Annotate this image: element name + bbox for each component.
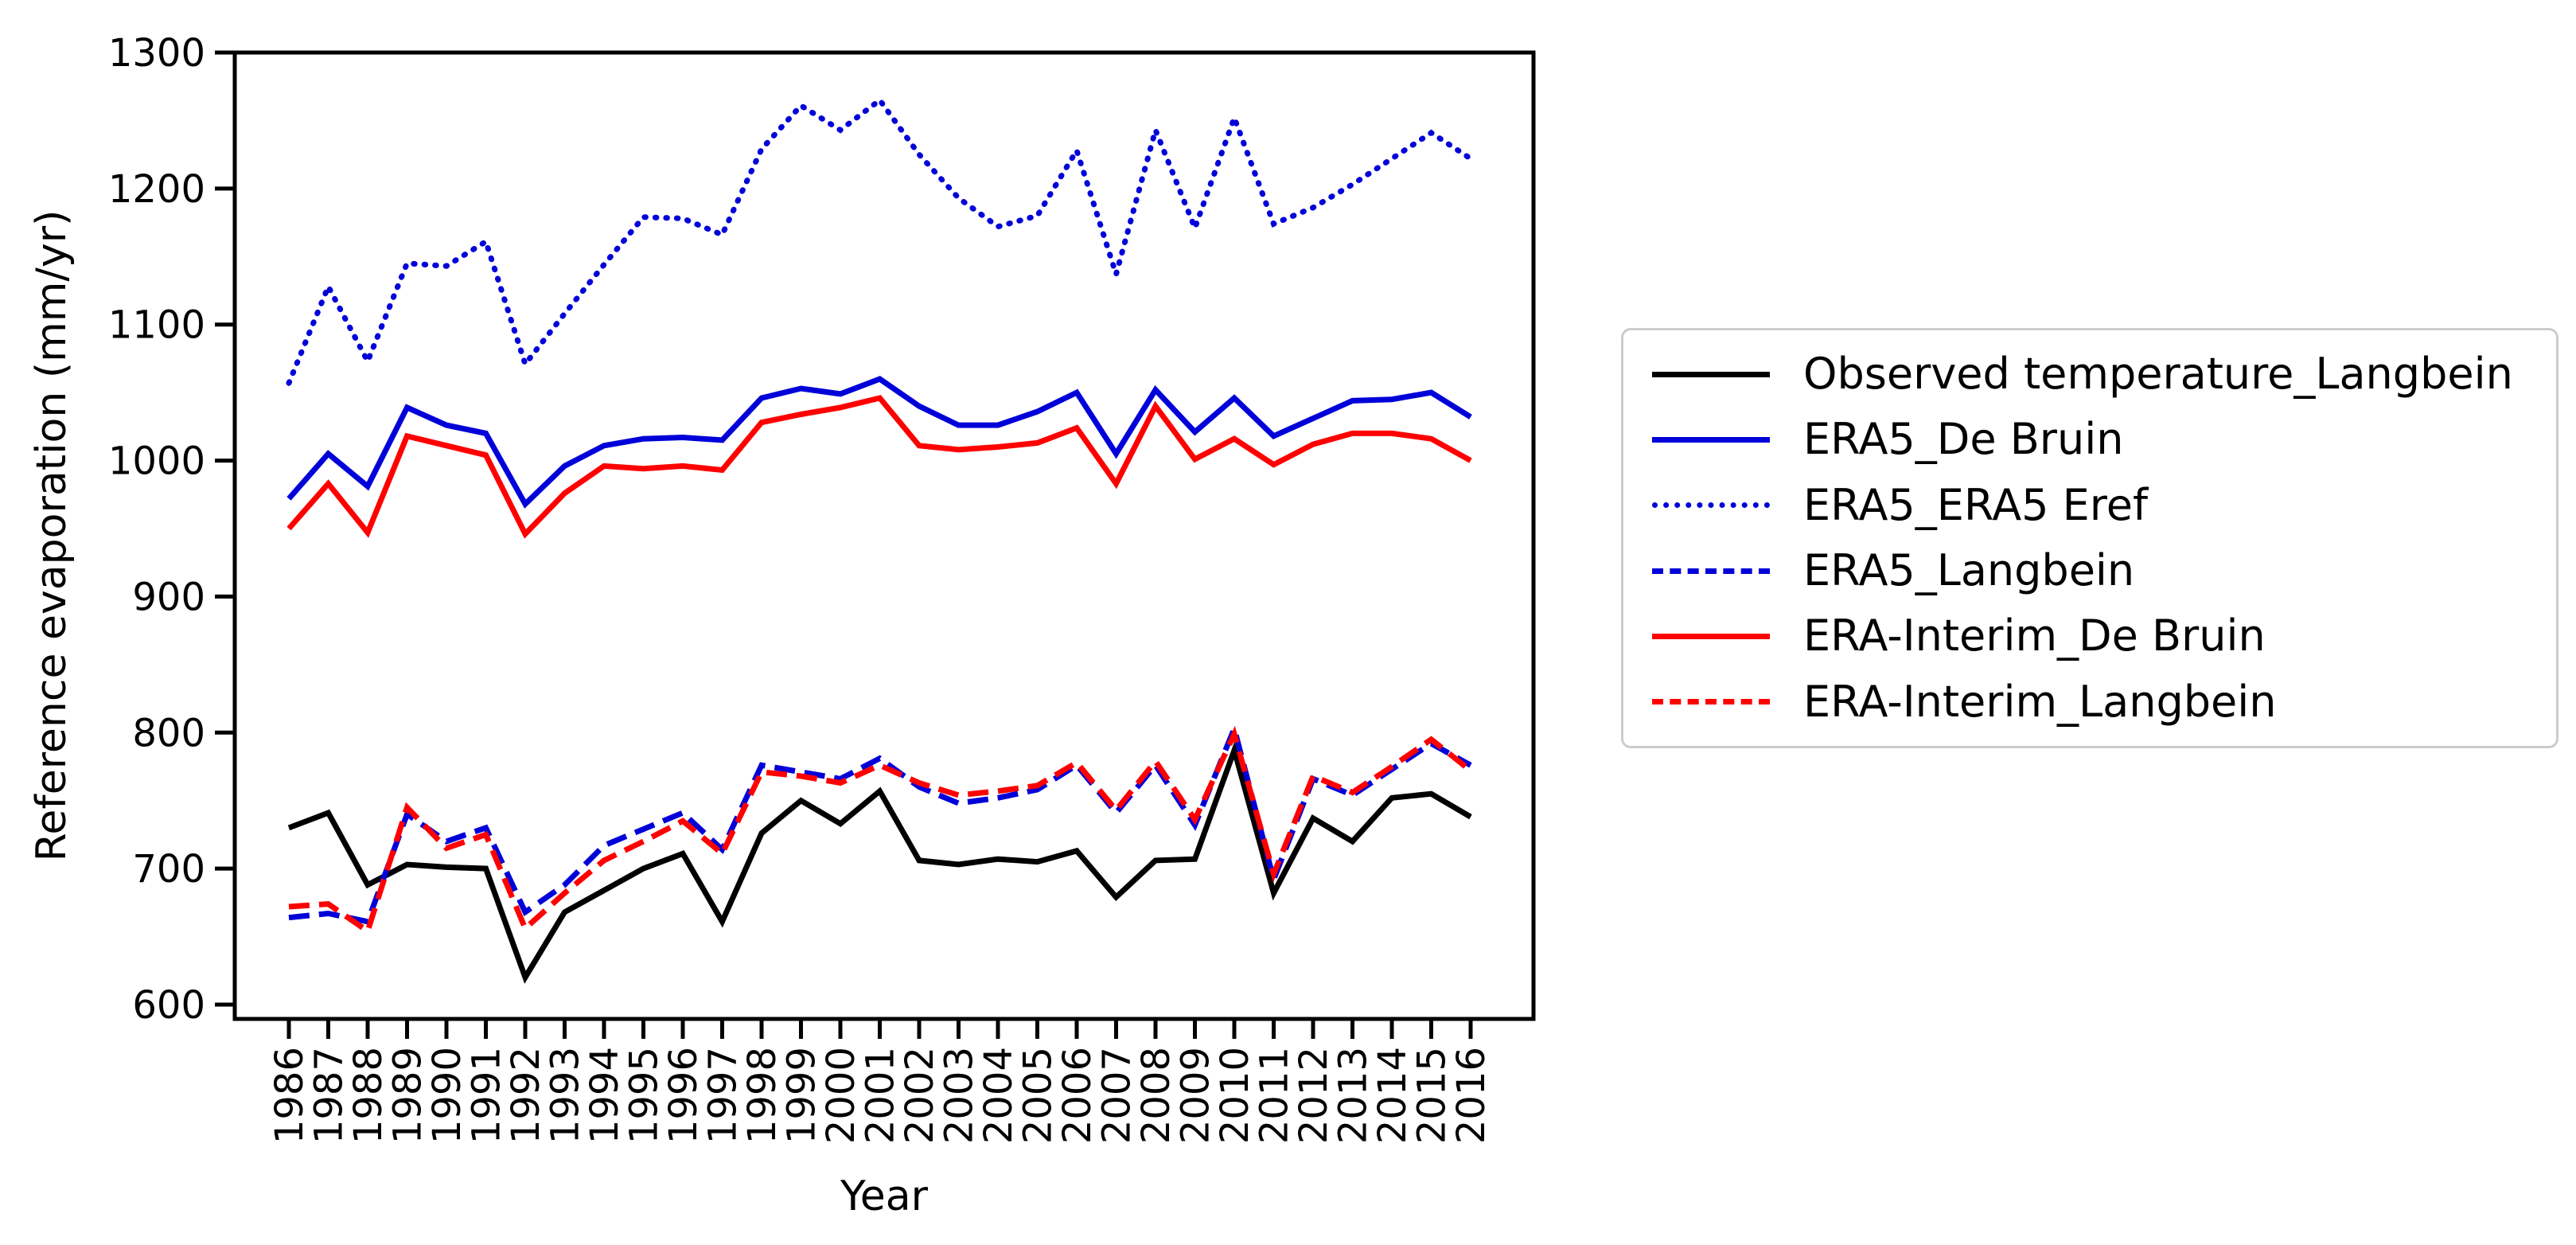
y-tick-label: 800: [132, 711, 205, 755]
series-line-era5-era5-eref: [286, 96, 1474, 386]
x-tick-label: 1989: [386, 1047, 431, 1144]
x-tick-label: 1990: [425, 1047, 470, 1144]
plot-area: [232, 50, 1536, 1021]
y-tick-label: 900: [132, 575, 205, 619]
legend-item: ERA5_Langbein: [1652, 549, 2532, 592]
x-tick-label: 2003: [937, 1047, 982, 1144]
legend-label: ERA-Interim_De Bruin: [1803, 611, 2266, 662]
x-tick-label: 1993: [544, 1047, 588, 1144]
x-tick-label: 1998: [740, 1047, 785, 1144]
legend-item: ERA5_De Bruin: [1652, 418, 2532, 461]
x-tick-label: 2015: [1410, 1047, 1455, 1144]
x-tick-label: 2002: [898, 1047, 942, 1144]
legend-item: ERA-Interim_De Bruin: [1652, 615, 2532, 658]
x-tick-label: 2011: [1253, 1047, 1297, 1144]
legend-line-sample-solid: [1652, 436, 1770, 443]
legend-line-sample-solid: [1652, 633, 1770, 639]
x-tick-label: 2013: [1331, 1047, 1376, 1144]
x-tick-label: 1996: [661, 1047, 706, 1144]
legend-line-sample-dotted: [1652, 502, 1770, 509]
legend-line-sample-dashed: [1652, 699, 1770, 705]
legend-label: ERA5_De Bruin: [1803, 414, 2124, 465]
x-tick-label: 1997: [701, 1047, 746, 1144]
legend-item: ERA-Interim_Langbein: [1652, 676, 2532, 727]
legend-item: Observed temperature_Langbein: [1652, 353, 2532, 396]
x-tick-label: 2001: [859, 1047, 903, 1144]
legend-line-sample-dashed: [1652, 568, 1770, 574]
x-tick-label: 2016: [1449, 1047, 1494, 1144]
x-tick-label: 2008: [1134, 1047, 1179, 1144]
x-tick-label: 2000: [819, 1047, 863, 1144]
legend-label: Observed temperature_Langbein: [1803, 349, 2513, 400]
y-axis-ticks: 600 700 800 900 1000 1100 1200 1300: [108, 31, 235, 1028]
x-tick-label: 1992: [504, 1047, 548, 1144]
y-tick-label: 1300: [108, 31, 205, 76]
legend-line-sample-solid: [1652, 371, 1770, 377]
series-line-era-interim-langbein: [288, 725, 1473, 936]
y-tick-label: 1100: [108, 303, 205, 348]
x-tick-label: 1988: [346, 1047, 391, 1144]
y-tick-label: 1000: [108, 439, 205, 484]
series-line-era5-de-bruin: [286, 376, 1472, 509]
x-tick-label: 1995: [622, 1047, 667, 1144]
x-tick-label: 1994: [583, 1047, 627, 1144]
x-tick-label: 2006: [1055, 1047, 1100, 1144]
x-tick-label: 2010: [1213, 1047, 1257, 1144]
x-tick-label: 1991: [465, 1047, 509, 1144]
legend-label: ERA5_Langbein: [1803, 545, 2135, 596]
data-series: [286, 96, 1474, 984]
x-tick-label: 1987: [307, 1047, 352, 1144]
x-tick-label: 1999: [780, 1047, 824, 1144]
legend-label: ERA5_ERA5 Eref: [1803, 479, 2149, 530]
x-tick-label: 1986: [267, 1047, 312, 1144]
x-tick-label: 2012: [1292, 1047, 1336, 1144]
x-tick-label: 2004: [976, 1047, 1021, 1144]
series-line-era-interim-de-bruin: [286, 395, 1472, 539]
series-line-era5-langbein: [288, 720, 1472, 925]
x-tick-label: 2009: [1174, 1047, 1218, 1144]
x-axis-title: Year: [840, 1173, 929, 1220]
x-tick-label: 2005: [1016, 1047, 1061, 1144]
x-axis-ticks: 1986198719881989199019911992199319941995…: [267, 1019, 1494, 1144]
y-tick-label: 700: [132, 847, 205, 892]
x-tick-label: 2007: [1095, 1047, 1140, 1144]
x-tick-label: 2014: [1370, 1047, 1415, 1144]
series-line-observed-temperature-langbein: [287, 740, 1472, 984]
legend-label: ERA-Interim_Langbein: [1803, 676, 2277, 727]
legend-item: ERA5_ERA5 Eref: [1652, 479, 2532, 530]
y-tick-label: 1200: [108, 167, 205, 212]
y-axis-title: Reference evaporation (mm/yr): [28, 210, 76, 862]
y-tick-label: 600: [132, 983, 205, 1028]
legend: Observed temperature_Langbein ERA5_De Bru…: [1621, 328, 2558, 748]
